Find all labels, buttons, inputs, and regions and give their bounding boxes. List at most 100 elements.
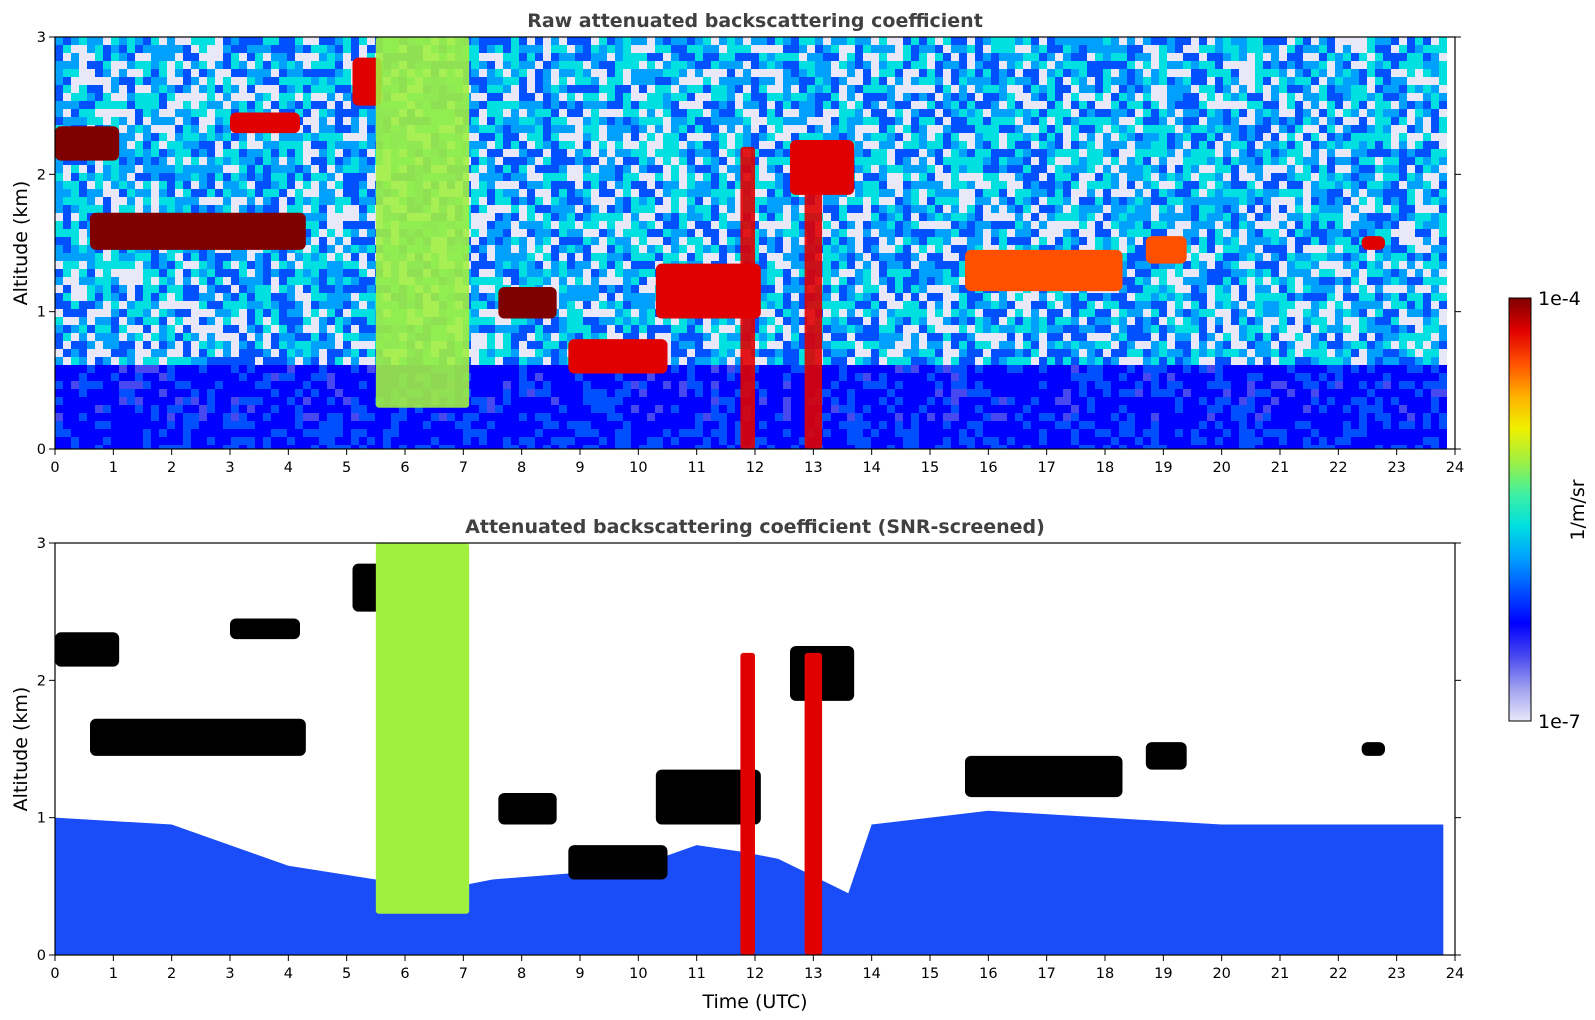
heatmap-cell	[943, 237, 951, 245]
heatmap-cell	[271, 261, 279, 269]
heatmap-cell	[543, 109, 551, 117]
heatmap-cell	[1295, 85, 1303, 93]
heatmap-cell	[351, 261, 359, 269]
heatmap-cell	[767, 117, 775, 125]
heatmap-cell	[959, 157, 967, 165]
heatmap-cell	[279, 149, 287, 157]
heatmap-cell	[79, 237, 87, 245]
heatmap-cell	[927, 237, 935, 245]
heatmap-cell	[63, 189, 71, 197]
heatmap-cell	[1039, 181, 1047, 189]
heatmap-cell	[1335, 165, 1343, 173]
heatmap-cell	[1391, 189, 1399, 197]
heatmap-cell	[959, 117, 967, 125]
heatmap-cell	[671, 133, 679, 141]
heatmap-cell	[79, 197, 87, 205]
heatmap-cell	[1015, 117, 1023, 125]
heatmap-cell	[599, 109, 607, 117]
heatmap-cell	[303, 85, 311, 93]
heatmap-cell	[735, 173, 743, 181]
heatmap-cell	[175, 205, 183, 213]
heatmap-cell	[679, 165, 687, 173]
heatmap-cell	[1239, 141, 1247, 149]
heatmap-cell	[319, 205, 327, 213]
heatmap-cell	[1311, 157, 1319, 165]
heatmap-cell	[703, 45, 711, 53]
heatmap-cell	[327, 117, 335, 125]
heatmap-cell	[855, 245, 863, 253]
heatmap-cell	[1087, 205, 1095, 213]
heatmap-cell	[711, 245, 719, 253]
heatmap-cell	[1071, 125, 1079, 133]
heatmap-cell	[863, 197, 871, 205]
heatmap-cell	[1151, 69, 1159, 77]
heatmap-cell	[943, 189, 951, 197]
heatmap-cell	[1279, 197, 1287, 205]
heatmap-cell	[735, 37, 743, 45]
heatmap-cell	[567, 253, 575, 261]
heatmap-cell	[1351, 69, 1359, 77]
heatmap-cell	[935, 37, 943, 45]
heatmap-cell	[943, 157, 951, 165]
heatmap-cell	[119, 109, 127, 117]
heatmap-cell	[783, 109, 791, 117]
heatmap-cell	[1399, 77, 1407, 85]
heatmap-cell	[503, 253, 511, 261]
heatmap-cell	[1159, 197, 1167, 205]
heatmap-cell	[839, 45, 847, 53]
heatmap-cell	[63, 181, 71, 189]
heatmap-cell	[1039, 157, 1047, 165]
heatmap-cell	[935, 173, 943, 181]
heatmap-cell	[215, 53, 223, 61]
heatmap-cell	[359, 253, 367, 261]
heatmap-cell	[1063, 149, 1071, 157]
heatmap-cell	[679, 101, 687, 109]
heatmap-cell	[103, 109, 111, 117]
heatmap-cell	[879, 189, 887, 197]
heatmap-cell	[1279, 205, 1287, 213]
heatmap-cell	[343, 165, 351, 173]
heatmap-cell	[479, 221, 487, 229]
heatmap-cell	[1055, 53, 1063, 61]
heatmap-cell	[327, 261, 335, 269]
heatmap-cell	[591, 77, 599, 85]
heatmap-cell	[263, 157, 271, 165]
heatmap-cell	[1391, 93, 1399, 101]
heatmap-cell	[1087, 109, 1095, 117]
heatmap-cell	[831, 53, 839, 61]
heatmap-cell	[647, 261, 655, 269]
heatmap-cell	[1063, 109, 1071, 117]
heatmap-cell	[831, 117, 839, 125]
heatmap-cell	[519, 133, 527, 141]
heatmap-cell	[495, 37, 503, 45]
heatmap-cell	[879, 197, 887, 205]
heatmap-cell	[895, 181, 903, 189]
heatmap-cell	[1359, 53, 1367, 61]
heatmap-cell	[183, 181, 191, 189]
heatmap-cell	[535, 181, 543, 189]
heatmap-cell	[967, 229, 975, 237]
heatmap-cell	[231, 101, 239, 109]
heatmap-cell	[1079, 213, 1087, 221]
heatmap-cell	[247, 77, 255, 85]
heatmap-cell	[1263, 245, 1271, 253]
heatmap-cell	[215, 133, 223, 141]
heatmap-cell	[703, 109, 711, 117]
heatmap-cell	[1351, 173, 1359, 181]
heatmap-cell	[559, 77, 567, 85]
heatmap-cell	[311, 213, 319, 221]
heatmap-cell	[639, 205, 647, 213]
heatmap-cell	[303, 229, 311, 237]
heatmap-cell	[351, 165, 359, 173]
heatmap-cell	[967, 101, 975, 109]
heatmap-cell	[1295, 125, 1303, 133]
heatmap-cell	[1199, 93, 1207, 101]
heatmap-cell	[679, 141, 687, 149]
heatmap-cell	[583, 229, 591, 237]
heatmap-cell	[167, 93, 175, 101]
heatmap-cell	[703, 221, 711, 229]
heatmap-cell	[143, 85, 151, 93]
heatmap-cell	[1143, 165, 1151, 173]
heatmap-cell	[151, 61, 159, 69]
heatmap-cell	[183, 93, 191, 101]
